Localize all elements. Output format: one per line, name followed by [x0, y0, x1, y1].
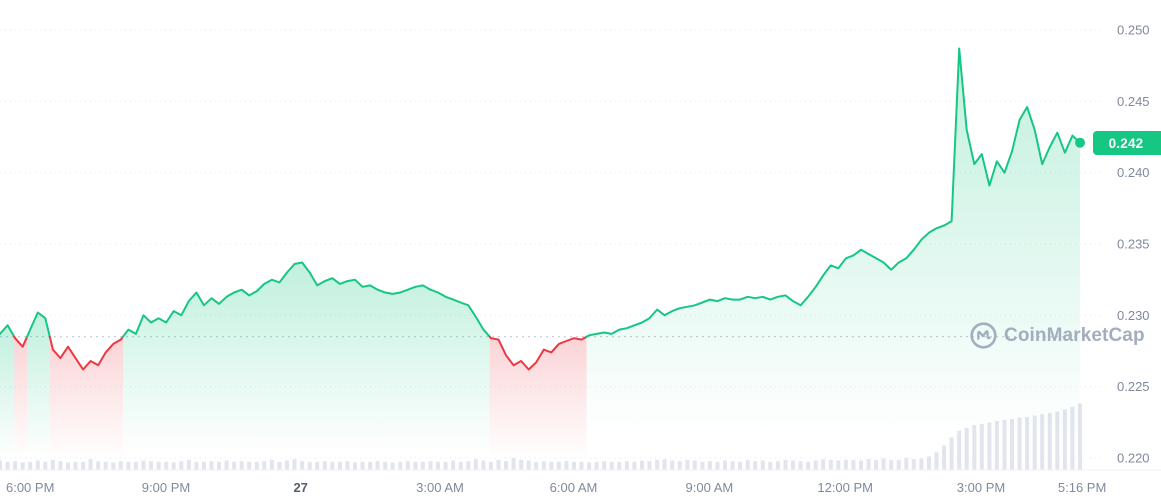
x-axis-label: 5:16 PM [1058, 480, 1106, 495]
y-axis-label: 0.220 [1117, 451, 1150, 466]
last-price-dot [1075, 137, 1085, 148]
price-area [586, 48, 1080, 470]
price-line-segment [585, 47, 1081, 338]
x-axis-label: 6:00 AM [550, 480, 598, 495]
y-axis-label: 0.235 [1117, 237, 1150, 252]
x-axis-label: 3:00 PM [957, 480, 1005, 495]
y-axis-label: 0.245 [1117, 94, 1150, 109]
price-area [0, 325, 15, 470]
price-line-segment [122, 261, 491, 338]
x-axis-label: 27 [293, 480, 307, 495]
price-line-segment [488, 335, 588, 371]
price-line-segment [48, 335, 124, 371]
price-line-segment [26, 311, 51, 338]
y-axis-label: 0.250 [1117, 23, 1150, 38]
current-price-badge: 0.242 [1093, 131, 1161, 155]
x-axis-label: 12:00 PM [817, 480, 873, 495]
price-area [14, 336, 28, 470]
price-area [49, 336, 123, 470]
price-line-segment [0, 324, 16, 338]
x-axis-label: 9:00 AM [686, 480, 734, 495]
y-axis-label: 0.230 [1117, 308, 1150, 323]
x-axis-label: 3:00 AM [416, 480, 464, 495]
price-area [489, 336, 587, 470]
y-axis-label: 0.240 [1117, 165, 1150, 180]
x-axis-label: 6:00 PM [6, 480, 54, 495]
price-area [123, 262, 490, 470]
price-line-segment [13, 335, 29, 348]
x-axis-label: 9:00 PM [142, 480, 190, 495]
price-area [27, 312, 50, 470]
current-price-label: 0.242 [1108, 135, 1144, 151]
y-axis-label: 0.225 [1117, 379, 1150, 394]
